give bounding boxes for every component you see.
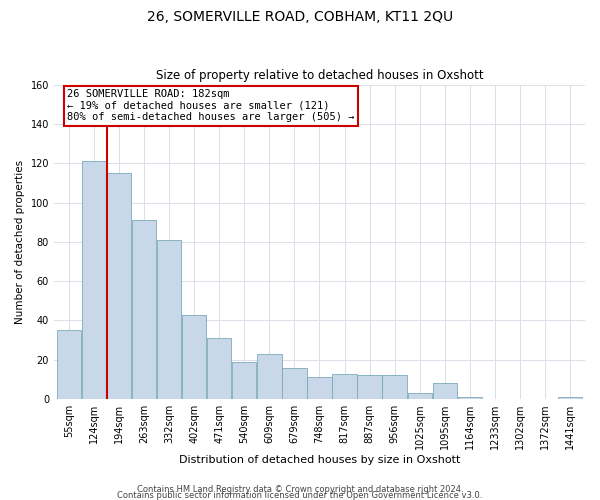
Bar xyxy=(107,173,131,399)
Bar xyxy=(332,374,356,399)
Bar xyxy=(307,378,332,399)
Bar xyxy=(82,161,106,399)
Text: Contains HM Land Registry data © Crown copyright and database right 2024.: Contains HM Land Registry data © Crown c… xyxy=(137,484,463,494)
Bar xyxy=(182,314,206,399)
Bar xyxy=(558,397,582,399)
Text: Contains public sector information licensed under the Open Government Licence v3: Contains public sector information licen… xyxy=(118,490,482,500)
Y-axis label: Number of detached properties: Number of detached properties xyxy=(15,160,25,324)
Bar xyxy=(458,397,482,399)
Bar xyxy=(207,338,232,399)
Bar xyxy=(232,362,256,399)
Bar xyxy=(157,240,181,399)
Text: 26, SOMERVILLE ROAD, COBHAM, KT11 2QU: 26, SOMERVILLE ROAD, COBHAM, KT11 2QU xyxy=(147,10,453,24)
Bar xyxy=(57,330,81,399)
Title: Size of property relative to detached houses in Oxshott: Size of property relative to detached ho… xyxy=(155,69,483,82)
Bar xyxy=(282,368,307,399)
X-axis label: Distribution of detached houses by size in Oxshott: Distribution of detached houses by size … xyxy=(179,455,460,465)
Bar xyxy=(358,376,382,399)
Bar xyxy=(407,393,432,399)
Bar xyxy=(382,376,407,399)
Text: 26 SOMERVILLE ROAD: 182sqm
← 19% of detached houses are smaller (121)
80% of sem: 26 SOMERVILLE ROAD: 182sqm ← 19% of deta… xyxy=(67,90,355,122)
Bar xyxy=(132,220,156,399)
Bar xyxy=(433,384,457,399)
Bar xyxy=(257,354,281,399)
